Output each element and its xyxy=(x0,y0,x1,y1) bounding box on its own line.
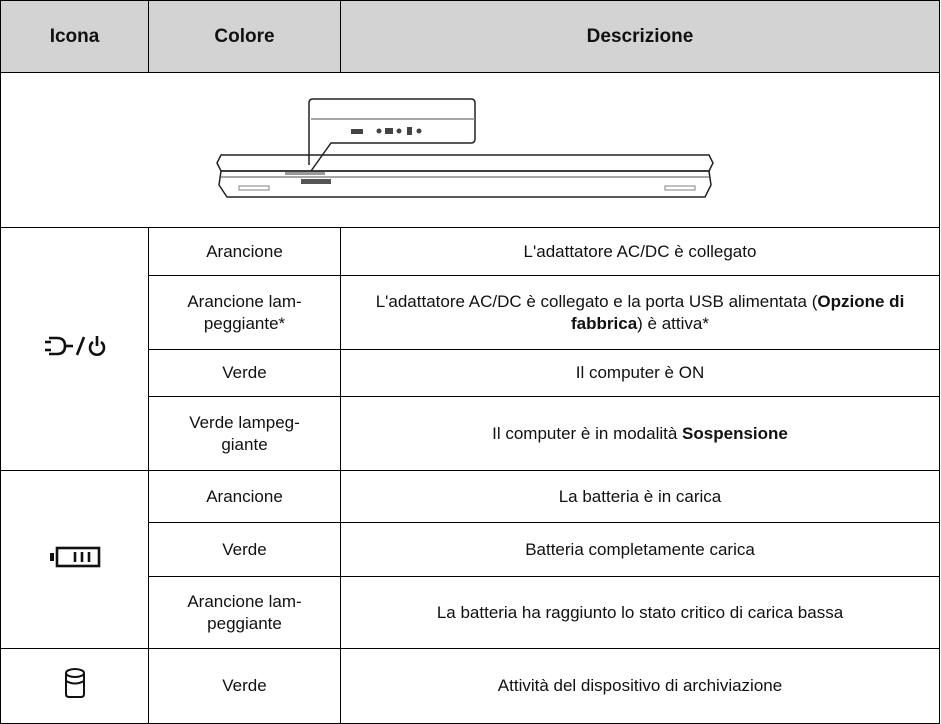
color-cell: Arancione xyxy=(148,470,341,523)
description-cell: Batteria completamente carica xyxy=(340,522,940,577)
table-row: Arancione lam-peggiante La batteria ha ra… xyxy=(1,576,940,649)
color-line: Verde lampeg- xyxy=(189,412,300,432)
description-cell: L'adattatore AC/DC è collegato e la port… xyxy=(340,275,940,350)
color-cell: Arancione lam-peggiante* xyxy=(148,275,341,350)
description-cell: La batteria è in carica xyxy=(340,470,940,523)
description-bold: Sospensione xyxy=(682,423,788,443)
header-row: Icona Colore Descrizione xyxy=(0,0,940,73)
table-row: Arancione La batteria è in carica xyxy=(0,470,940,649)
header-cell: Descrizione xyxy=(340,0,940,73)
header-cell: Icona xyxy=(0,0,149,73)
description-bold: Opzione di fabbrica xyxy=(571,291,905,333)
color-line: Verde xyxy=(222,539,267,559)
table-row: Verde Attività del dispositivo di archivi… xyxy=(0,648,940,724)
color-cell: Arancione lam-peggiante xyxy=(148,576,341,649)
color-cell: Arancione xyxy=(148,227,341,276)
description-text: La batteria è in carica xyxy=(558,486,722,506)
color-line: Arancione xyxy=(206,486,283,506)
description-text: L'adattatore AC/DC è collegato xyxy=(523,241,757,261)
color-cell: Verde xyxy=(148,522,341,577)
description-cell: La batteria ha raggiunto lo stato critic… xyxy=(340,576,940,649)
description-cell: Attività del dispositivo di archiviazion… xyxy=(340,648,940,724)
table-row: Verde lampeg-giante Il computer è in moda… xyxy=(1,396,940,471)
picture-row xyxy=(0,72,940,228)
color-line: Arancione lam- xyxy=(187,291,302,311)
color-cell: Verde lampeg-giante xyxy=(148,396,341,471)
description-text: Attività del dispositivo di archiviazion… xyxy=(497,676,783,695)
table-row: Verde Batteria completamente carica xyxy=(1,522,940,577)
description-cell: Il computer è ON xyxy=(340,349,940,397)
picture-cell xyxy=(0,72,940,228)
description-text: Batteria completamente carica xyxy=(525,539,755,559)
table-row: Arancione lam-peggiante* L'adattatore AC/… xyxy=(1,275,940,350)
color-line: Verde xyxy=(222,363,267,382)
battery-icon xyxy=(49,546,100,567)
color-line: Verde xyxy=(222,676,267,695)
icon-cell xyxy=(0,470,149,649)
description-cell: L'adattatore AC/DC è collegato xyxy=(340,227,940,276)
description-text: La batteria ha raggiunto lo stato critic… xyxy=(436,602,844,622)
description-text: ) è attiva* xyxy=(637,313,709,333)
icon-cell xyxy=(0,227,149,471)
header-cell: Colore xyxy=(148,0,341,73)
description-text: L'adattatore AC/DC è collegato e la port… xyxy=(375,291,818,311)
description-text: Il computer è ON xyxy=(575,363,705,382)
color-line: Arancione xyxy=(206,241,283,261)
icon-cell xyxy=(0,648,149,724)
description-cell: Il computer è in modalità Sospensione xyxy=(340,396,940,471)
table-row: Verde Il computer è ON xyxy=(1,349,940,397)
color-line: Arancione lam- xyxy=(187,591,302,611)
color-line: giante xyxy=(221,434,268,454)
color-cell: Verde xyxy=(148,349,341,397)
table-body: Arancione L'adattatore AC/DC è collegato A… xyxy=(0,72,940,724)
drive-icon xyxy=(64,668,85,698)
table-header: Icona Colore Descrizione xyxy=(0,0,940,73)
laptop-front-illustration xyxy=(216,98,714,198)
description-text: Il computer è in modalità xyxy=(492,423,683,443)
color-line: peggiante* xyxy=(203,313,286,333)
color-cell: Verde xyxy=(148,648,341,724)
power-icon xyxy=(44,336,105,356)
table-row: Arancione L'adattatore AC/DC è collegato xyxy=(0,227,940,471)
color-line: peggiante xyxy=(207,613,282,633)
